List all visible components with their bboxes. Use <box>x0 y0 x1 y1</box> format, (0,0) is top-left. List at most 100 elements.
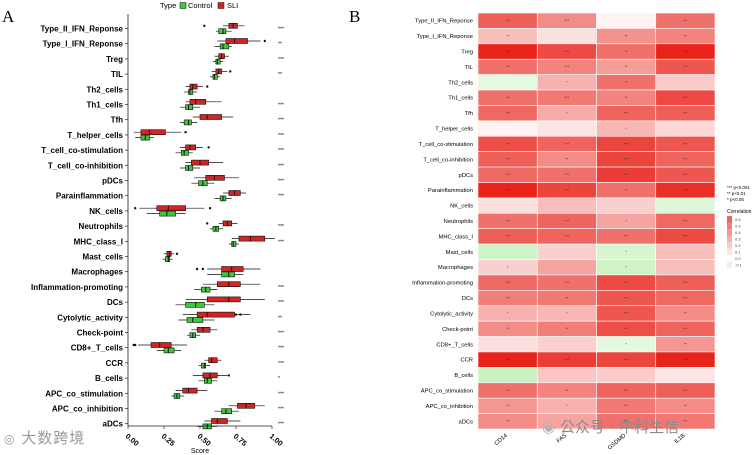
significance-star: *** <box>278 346 284 352</box>
outlier-point <box>206 85 209 88</box>
x-axis-label: Score <box>191 448 209 455</box>
significance-star: *** <box>278 194 284 200</box>
sli-box <box>182 387 198 394</box>
outlier-point <box>263 39 266 43</box>
outlier-point <box>184 131 187 134</box>
heatmap-row-label: DCs <box>462 296 473 302</box>
outlier-point <box>227 374 230 377</box>
heatmap-row-label: T_helper_cells <box>435 127 473 133</box>
heatmap-star: *** <box>624 404 629 408</box>
legend-label-sli: SLI <box>227 1 238 10</box>
heatmap-cell <box>536 197 597 214</box>
heatmap-star: *** <box>506 173 511 177</box>
outlier-point <box>239 313 242 316</box>
significance-star: ** <box>278 72 282 78</box>
panel-a: A Type Control SLI Type_II_IFN_Reponse **… <box>2 1 285 455</box>
box-row: APC_co_inhibition *** <box>52 402 284 415</box>
significance-legend: *** p<0.001 ** p<0.01 * p<0.05 <box>727 185 750 202</box>
box-row: Tfh *** <box>111 114 284 126</box>
heatmap-star: *** <box>506 235 511 239</box>
heatmap-row-label: CCR <box>460 358 473 364</box>
box-category-label: Parainflammation <box>56 192 123 201</box>
boxplot-x-ticks: 0.00 0.25 0.50 0.75 1.00 <box>124 426 285 448</box>
heatmap-star: ** <box>625 188 628 192</box>
box-row: Th1_cells *** <box>87 99 284 110</box>
control-box <box>183 119 192 126</box>
sli-box <box>199 114 222 120</box>
heatmap-row-label: APC_co_stimulation <box>421 388 473 394</box>
significance-star: *** <box>278 27 284 33</box>
control-box <box>180 150 189 156</box>
significance-star: *** <box>278 103 284 109</box>
outlier-point <box>195 267 199 271</box>
heatmap-row-label: Th2_cells <box>448 80 473 86</box>
heatmap-star: *** <box>506 296 511 300</box>
x-tick-label: 0.00 <box>124 432 141 448</box>
box-category-label: APC_co_inhibition <box>52 405 123 414</box>
heatmap-star: *** <box>683 65 688 69</box>
sli-box <box>150 342 172 348</box>
box-row: CCR *** <box>106 357 284 369</box>
heatmap-cell <box>536 120 597 137</box>
heatmap-cell <box>477 120 538 137</box>
heatmap-star: ** <box>684 343 687 347</box>
sli-box <box>196 311 235 318</box>
x-tick-label: 0.25 <box>160 432 177 448</box>
outlier-point <box>206 222 209 225</box>
heatmap-row-label: Th1_cells <box>448 96 473 102</box>
box-category-label: Treg <box>106 55 123 64</box>
legend-swatch-control <box>179 2 187 9</box>
box-category-label: Mast_cells <box>83 253 124 262</box>
sli-box <box>185 144 196 151</box>
box-category-label: CD8+_T_cells <box>71 344 124 353</box>
box-row: NK_cells <box>89 205 212 217</box>
heatmap-cell <box>596 12 657 29</box>
heatmap-star: * <box>566 81 568 85</box>
box-category-label: Check-point <box>77 329 124 338</box>
watermark-left-text: 大数跨境 <box>21 429 86 447</box>
sli-box <box>140 129 166 135</box>
heatmap-star: *** <box>506 65 511 69</box>
control-box <box>185 301 205 308</box>
heatmap-star: *** <box>565 281 570 285</box>
heatmap-star: ** <box>684 312 687 316</box>
significance-star: ** <box>278 315 282 321</box>
sig-legend-3: * p<0.05 <box>727 197 744 202</box>
colorbar-tick-label: -0.1 <box>735 262 743 267</box>
box-category-label: Type_I_IFN_Reponse <box>43 40 124 49</box>
heatmap-cell <box>477 243 538 260</box>
box-row: Treg *** <box>106 53 284 65</box>
colorbar-tick-label: 0.3 <box>735 236 741 241</box>
heatmap-row-label: T_cell_co-stimulation <box>419 142 473 148</box>
x-tick-label: 1.00 <box>268 432 285 448</box>
heatmap-star: ** <box>506 34 509 38</box>
heatmap-row-label: Cytolytic_activity <box>430 311 473 317</box>
heatmap-star: *** <box>624 312 629 316</box>
box-category-label: Th1_cells <box>87 101 124 110</box>
sli-box <box>206 296 241 303</box>
heatmap-row-label: APC_co_inhibition <box>426 404 473 410</box>
sli-box <box>221 266 244 272</box>
heatmap-star: *** <box>506 50 511 54</box>
significance-star: *** <box>278 285 284 291</box>
heatmap-star: * <box>625 127 627 131</box>
heatmap-row-label: Tfh <box>465 111 473 117</box>
heatmap-cell <box>536 243 597 260</box>
heatmap-star: ** <box>625 34 628 38</box>
heatmap-star: *** <box>683 296 688 300</box>
heatmap-star: *** <box>506 188 511 192</box>
heatmap-star: *** <box>683 96 688 100</box>
heatmap-star: *** <box>683 111 688 115</box>
control-box <box>185 165 194 171</box>
heatmap-star: *** <box>565 188 570 192</box>
heatmap-star: *** <box>565 358 570 362</box>
heatmap-star: *** <box>506 158 511 162</box>
sig-legend-2: ** p<0.01 <box>727 191 746 196</box>
box-category-label: Neutrophils <box>79 222 124 231</box>
heatmap-star: ** <box>506 404 509 408</box>
heatmap-cell <box>536 259 597 276</box>
heatmap-row-label: aDCs <box>459 419 474 425</box>
box-category-label: Tfh <box>111 116 124 125</box>
heatmap-star: * <box>507 312 509 316</box>
significance-star: *** <box>278 163 284 169</box>
